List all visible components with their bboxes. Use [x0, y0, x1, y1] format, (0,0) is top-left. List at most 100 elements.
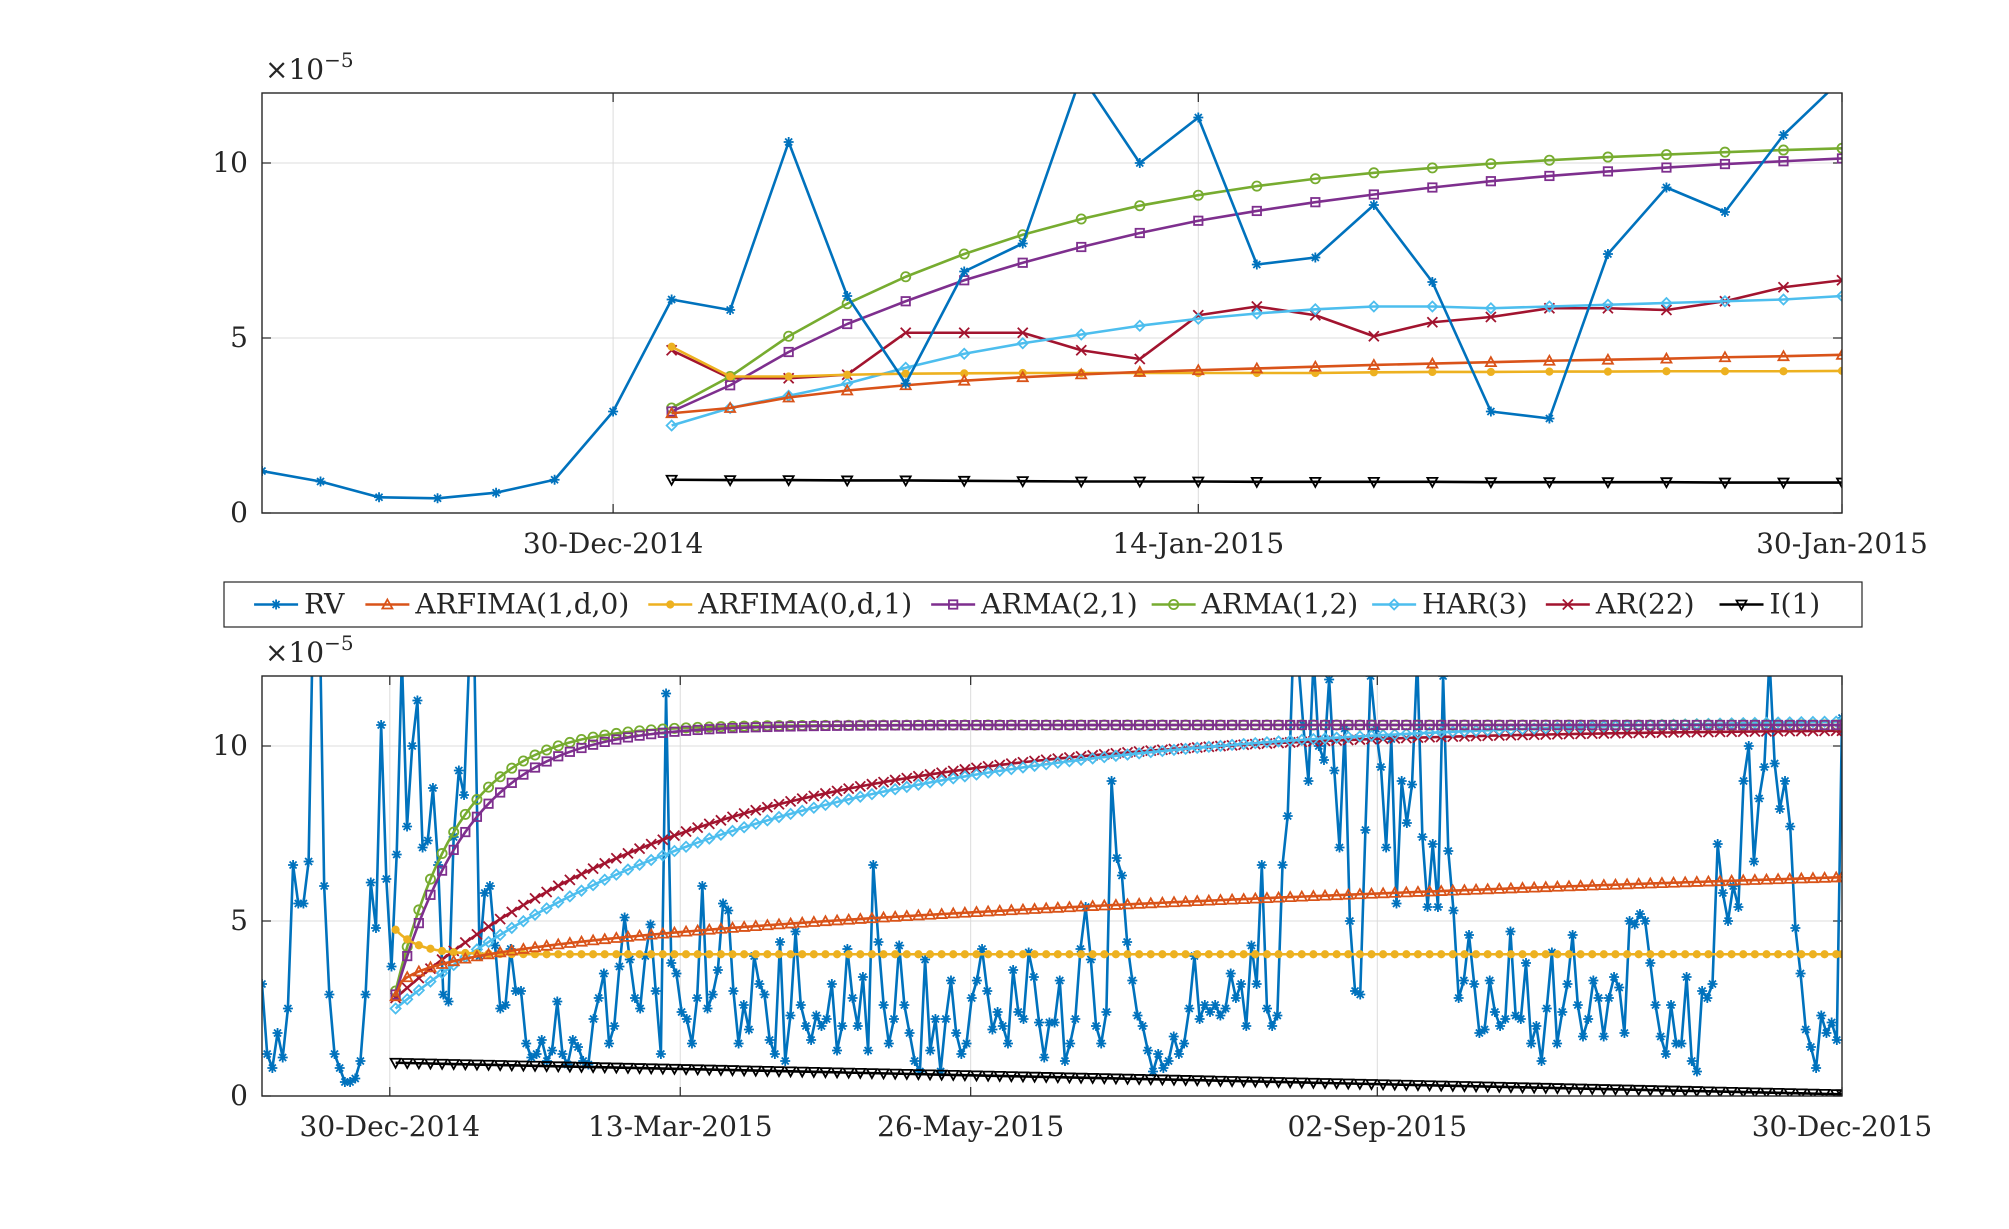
bottom-point-ar-22 [1598, 727, 1610, 740]
bottom-point-rv [1309, 654, 1319, 664]
bottom-point-rv-glyph [1640, 916, 1651, 926]
bottom-point-rv-glyph [1355, 989, 1366, 1000]
bottom-point-arfima-0-d-1-glyph [1135, 950, 1144, 959]
bottom-point-arma-2-1-glyph [1773, 719, 1784, 731]
bottom-point-rv [1324, 676, 1335, 685]
top-point-rv-glyph [1193, 112, 1204, 123]
bottom-point-i-1-glyph [1295, 1077, 1309, 1090]
bottom-point-rv [780, 1056, 791, 1066]
bottom-point-har-3-glyph [981, 766, 995, 779]
bottom-point-arfima-1-d-0 [574, 934, 589, 947]
bottom-point-ar-22 [738, 807, 750, 820]
bottom-point-har-3-glyph [1318, 732, 1332, 745]
bottom-point-rv-glyph [1054, 975, 1065, 986]
bottom-point-arfima-1-d-0-glyph [1016, 902, 1030, 915]
bottom-point-rv [1484, 975, 1495, 986]
bottom-point-ar-22 [587, 863, 599, 875]
bottom-point-har-3-glyph [737, 821, 751, 834]
bottom-point-arfima-1-d-0-glyph [400, 970, 414, 983]
bottom-point-rv [614, 961, 625, 972]
bottom-point-arfima-0-d-1-glyph [1553, 950, 1562, 959]
bottom-point-har-3-glyph [1028, 759, 1041, 773]
top-point-arfima-1-d-0 [1484, 355, 1498, 368]
bottom-point-arfima-1-d-0 [598, 932, 612, 945]
bottom-point-har-3 [505, 921, 519, 935]
bottom-point-i-1 [1469, 1081, 1483, 1094]
bottom-point-i-1-glyph [1364, 1079, 1379, 1091]
bottom-point-har-3 [1132, 747, 1146, 760]
bottom-point-rv [1210, 1000, 1221, 1010]
bottom-point-arma-2-1 [436, 865, 448, 876]
bottom-point-rv-glyph [1645, 958, 1656, 968]
bottom-point-arfima-1-d-0-glyph [1330, 888, 1344, 901]
bottom-point-har-3 [1376, 728, 1390, 742]
bottom-point-ar-22-glyph [587, 863, 599, 875]
bottom-point-rv-glyph [1795, 968, 1806, 979]
top-point-arma-2-1-glyph [1134, 227, 1145, 239]
bottom-point-arfima-0-d-1 [1797, 950, 1806, 959]
bottom-point-arma-2-1-glyph [762, 721, 773, 733]
bottom-point-rv [1101, 1007, 1112, 1017]
top-point-arma-2-1 [1310, 197, 1321, 208]
bottom-point-rv-glyph [1650, 1000, 1661, 1010]
top-point-arfima-0-d-1-glyph [1897, 367, 1904, 374]
bottom-point-arma-2-1 [1587, 719, 1598, 731]
bottom-point-har-3 [1190, 741, 1204, 755]
bottom-point-arfima-0-d-1-glyph [403, 935, 412, 944]
bottom-series-i-1 [389, 1057, 1842, 1096]
bottom-point-arfima-1-d-0-glyph [447, 954, 461, 967]
bottom-point-rv-glyph [775, 937, 786, 947]
top-point-i-1 [665, 474, 679, 487]
top-point-arfima-0-d-1 [901, 369, 910, 378]
bottom-point-rv [303, 856, 314, 867]
bottom-point-arfima-1-d-0 [749, 919, 763, 931]
bottom-point-arfima-0-d-1 [1204, 950, 1213, 959]
bottom-point-rv [971, 975, 982, 986]
bottom-point-arfima-0-d-1-glyph [972, 950, 981, 959]
bottom-point-arma-2-1 [657, 727, 668, 738]
bottom-point-rv [484, 881, 495, 891]
top-point-i-1-glyph [723, 475, 737, 487]
bottom-point-arma-2-1 [1099, 719, 1110, 731]
bottom-point-rv [925, 1045, 936, 1056]
bottom-point-arma-1-2 [494, 771, 506, 783]
bottom-point-rv-glyph [1666, 1000, 1677, 1010]
top-point-rv-glyph [1661, 182, 1672, 193]
bottom-point-har-3 [621, 863, 635, 876]
bottom-point-rv [1458, 975, 1469, 986]
bottom-point-arfima-0-d-1 [1193, 950, 1202, 959]
bottom-point-rv-glyph [1044, 1017, 1055, 1028]
top-point-arfima-1-d-0 [782, 390, 796, 403]
bottom-point-i-1-glyph [702, 1064, 716, 1077]
bottom-point-arfima-1-d-0-glyph [1643, 876, 1657, 889]
bottom-point-arfima-1-d-0 [470, 949, 484, 962]
bottom-point-har-3 [946, 772, 960, 785]
bottom-point-rv-glyph [1246, 940, 1257, 951]
bottom-point-rv-glyph [982, 986, 993, 996]
bottom-point-arfima-0-d-1-glyph [391, 925, 400, 934]
bottom-point-i-1 [656, 1063, 670, 1076]
bottom-point-arfima-0-d-1-glyph [1762, 950, 1771, 959]
bottom-point-har-3 [1283, 734, 1297, 747]
bottom-point-rv-glyph [956, 1049, 967, 1059]
bottom-point-arfima-1-d-0 [1295, 889, 1309, 902]
bottom-point-rv-glyph [1702, 993, 1713, 1003]
bottom-point-arma-2-1-glyph [1529, 719, 1540, 731]
bottom-point-i-1-glyph [772, 1066, 786, 1078]
bottom-point-arfima-1-d-0 [493, 945, 507, 958]
bottom-point-arfima-0-d-1-glyph [1286, 950, 1295, 959]
bottom-point-ar-22 [599, 857, 611, 869]
bottom-point-arma-2-1 [715, 723, 726, 734]
bottom-point-rv-glyph [920, 954, 931, 965]
bottom-point-ar-22 [843, 782, 855, 795]
bottom-point-i-1-glyph [1771, 1087, 1785, 1096]
bottom-point-i-1-glyph [714, 1064, 728, 1077]
bottom-point-arma-2-1 [820, 720, 831, 732]
bottom-point-ar-22-glyph [889, 774, 901, 786]
bottom-point-arfima-0-d-1-glyph [1030, 950, 1039, 959]
bottom-point-rv [800, 1021, 811, 1031]
bottom-point-arfima-0-d-1-glyph [844, 950, 853, 959]
bottom-point-arma-2-1 [1575, 719, 1586, 731]
bottom-point-arfima-1-d-0 [458, 951, 472, 964]
bottom-point-rv [521, 1038, 532, 1049]
